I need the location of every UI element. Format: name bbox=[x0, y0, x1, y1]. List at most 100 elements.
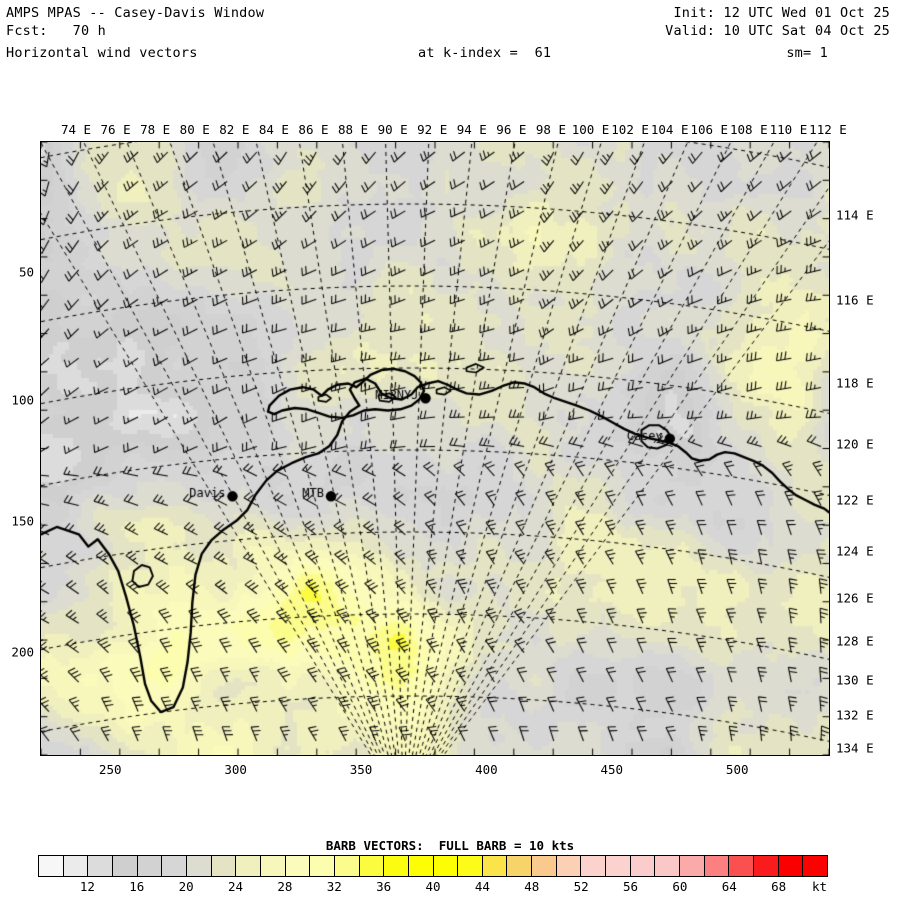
top-axis-tick-13: 100 E bbox=[571, 122, 610, 137]
right-axis-tick-1: 116 E bbox=[836, 292, 874, 308]
init-time: Init: 12 UTC Wed 01 Oct 25 bbox=[673, 5, 890, 21]
colorbar-tick-16: 16 bbox=[129, 879, 145, 894]
colorbar-swatch-21[interactable] bbox=[556, 856, 582, 876]
colorbar-tick-24: 24 bbox=[227, 879, 244, 894]
field-description: Horizontal wind vectors bbox=[6, 45, 198, 61]
top-axis-tick-19: 112 E bbox=[809, 122, 847, 137]
top-axis-tick-14: 102 E bbox=[611, 122, 649, 137]
bottom-axis-tick-0: 250 bbox=[98, 762, 122, 777]
colorbar-swatch-13[interactable] bbox=[359, 856, 385, 876]
top-axis-tick-5: 84 E bbox=[258, 122, 289, 137]
colorbar-swatch-11[interactable] bbox=[310, 856, 335, 876]
colorbar-swatches[interactable] bbox=[38, 855, 828, 877]
colorbar-tick-28: 28 bbox=[277, 879, 293, 894]
colorbar-swatch-16[interactable] bbox=[433, 856, 459, 876]
right-axis-tick-10: 134 E bbox=[836, 740, 874, 756]
colorbar-swatch-4[interactable] bbox=[137, 856, 163, 876]
left-axis-tick-0: 50 bbox=[18, 264, 34, 280]
top-axis-tick-15: 104 E bbox=[650, 122, 689, 137]
right-axis-tick-6: 126 E bbox=[836, 590, 874, 606]
bottom-axis-tick-1: 300 bbox=[224, 762, 247, 777]
k-index-label: at k-index = 61 bbox=[418, 45, 552, 61]
colorbar-tick-44: 44 bbox=[474, 879, 490, 894]
right-axis-tick-3: 120 E bbox=[836, 436, 874, 452]
top-axis-tick-3: 80 E bbox=[179, 122, 210, 137]
colorbar-title: BARB VECTORS: FULL BARB = 10 kts bbox=[325, 838, 575, 853]
bottom-axis-tick-2: 350 bbox=[349, 762, 373, 777]
colorbar-swatch-7[interactable] bbox=[211, 856, 237, 876]
top-axis-tick-2: 78 E bbox=[140, 122, 171, 137]
top-axis-tick-6: 86 E bbox=[298, 122, 329, 137]
colorbar-tick-20: 20 bbox=[178, 879, 194, 894]
left-axis-tick-3: 200 bbox=[11, 644, 34, 660]
bottom-axis-tick-5: 500 bbox=[725, 762, 749, 777]
colorbar-swatch-27[interactable] bbox=[704, 856, 730, 876]
colorbar-swatch-8[interactable] bbox=[236, 856, 261, 876]
right-axis-tick-5: 124 E bbox=[836, 543, 874, 559]
header-block: AMPS MPAS -- Casey-Davis Window Fcst: 70… bbox=[0, 0, 900, 70]
colorbar-swatch-1[interactable] bbox=[63, 856, 89, 876]
right-axis-tick-4: 122 E bbox=[836, 492, 874, 508]
colorbar-tick-64: 64 bbox=[721, 879, 737, 894]
top-axis-tick-1: 76 E bbox=[100, 122, 131, 137]
colorbar-tick-40: 40 bbox=[425, 879, 441, 894]
colorbar-block: BARB VECTORS: FULL BARB = 10 kts 12 16 20 2… bbox=[0, 838, 900, 900]
top-axis-tick-0: 74 E bbox=[60, 122, 92, 137]
left-axis-tick-1: 100 bbox=[11, 392, 34, 408]
top-axis-tick-4: 82 E bbox=[219, 122, 250, 137]
colorbar-swatch-6[interactable] bbox=[186, 856, 212, 876]
right-axis-tick-8: 130 E bbox=[836, 672, 874, 688]
valid-time: Valid: 10 UTC Sat 04 Oct 25 bbox=[665, 23, 890, 39]
colorbar-swatch-25[interactable] bbox=[655, 856, 681, 876]
top-axis-tick-10: 94 E bbox=[456, 122, 487, 137]
colorbar-swatch-18[interactable] bbox=[482, 856, 508, 876]
colorbar-unit-label: kt bbox=[812, 879, 828, 894]
colorbar-swatch-15[interactable] bbox=[408, 856, 434, 876]
top-axis-tick-17: 108 E bbox=[730, 122, 768, 137]
colorbar-tick-12: 12 bbox=[79, 879, 95, 894]
colorbar-swatch-31[interactable] bbox=[803, 856, 827, 876]
colorbar-swatch-5[interactable] bbox=[162, 856, 187, 876]
colorbar-swatch-19[interactable] bbox=[507, 856, 533, 876]
top-axis-tick-8: 90 E bbox=[377, 122, 408, 137]
wind-barb-map[interactable] bbox=[41, 142, 829, 755]
colorbar-swatch-26[interactable] bbox=[680, 856, 705, 876]
forecast-hour: Fcst: 70 h bbox=[6, 23, 106, 39]
plot-title: AMPS MPAS -- Casey-Davis Window bbox=[6, 5, 265, 21]
colorbar-swatch-12[interactable] bbox=[334, 856, 360, 876]
right-axis-tick-7: 128 E bbox=[836, 633, 874, 649]
right-axis-tick-9: 132 E bbox=[836, 707, 874, 723]
colorbar-swatch-2[interactable] bbox=[88, 856, 113, 876]
colorbar-swatch-14[interactable] bbox=[384, 856, 409, 876]
colorbar-swatch-17[interactable] bbox=[458, 856, 483, 876]
colorbar-swatch-28[interactable] bbox=[729, 856, 755, 876]
colorbar-tick-36: 36 bbox=[376, 879, 392, 894]
colorbar-swatch-9[interactable] bbox=[260, 856, 286, 876]
colorbar-tick-32: 32 bbox=[326, 879, 342, 894]
colorbar-swatch-29[interactable] bbox=[754, 856, 779, 876]
map-plot-area[interactable] bbox=[40, 141, 830, 756]
colorbar-tick-60: 60 bbox=[672, 879, 688, 894]
top-axis-tick-7: 88 E bbox=[337, 122, 369, 137]
right-axis-tick-0: 114 E bbox=[836, 207, 874, 223]
colorbar-tick-labels: 12 16 20 24 28 32 36 40 44 48 52 56 60 64 68 bbox=[38, 879, 828, 899]
colorbar-tick-68: 68 bbox=[771, 879, 787, 894]
colorbar-tick-52: 52 bbox=[573, 879, 589, 894]
colorbar-swatch-10[interactable] bbox=[285, 856, 311, 876]
colorbar-tick-56: 56 bbox=[622, 879, 639, 894]
top-axis-tick-9: 92 E bbox=[417, 122, 448, 137]
bottom-axis-tick-3: 400 bbox=[475, 762, 498, 777]
colorbar-swatch-20[interactable] bbox=[532, 856, 557, 876]
colorbar-swatch-0[interactable] bbox=[39, 856, 64, 876]
colorbar-swatch-22[interactable] bbox=[581, 856, 607, 876]
colorbar-tick-48: 48 bbox=[524, 879, 540, 894]
colorbar-swatch-3[interactable] bbox=[112, 856, 138, 876]
colorbar-swatch-24[interactable] bbox=[630, 856, 656, 876]
top-axis-tick-11: 96 E bbox=[496, 122, 527, 137]
top-axis-tick-16: 106 E bbox=[690, 122, 729, 137]
colorbar-swatch-23[interactable] bbox=[606, 856, 631, 876]
colorbar-swatch-30[interactable] bbox=[778, 856, 804, 876]
left-axis-tick-2: 150 bbox=[11, 513, 34, 529]
top-axis-tick-12: 98 E bbox=[535, 122, 566, 137]
bottom-axis-tick-4: 450 bbox=[600, 762, 624, 777]
